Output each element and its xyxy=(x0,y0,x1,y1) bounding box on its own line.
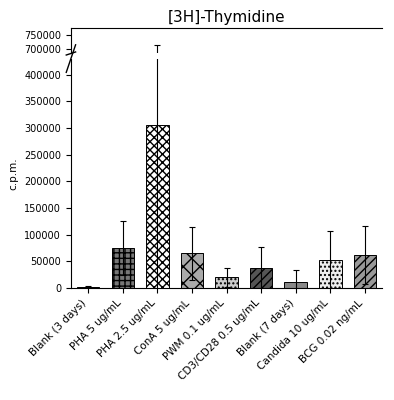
Y-axis label: c.p.m.: c.p.m. xyxy=(9,157,19,190)
Bar xyxy=(354,230,376,248)
Title: [3H]-Thymidine: [3H]-Thymidine xyxy=(168,10,285,26)
Bar xyxy=(215,277,238,288)
Bar xyxy=(319,233,342,248)
Bar xyxy=(112,248,134,288)
Bar xyxy=(250,268,272,288)
Bar xyxy=(284,282,307,288)
Bar xyxy=(77,247,99,248)
Bar xyxy=(215,242,238,248)
Bar xyxy=(146,161,169,248)
Bar xyxy=(181,229,203,248)
Bar xyxy=(181,253,203,288)
Bar xyxy=(146,125,169,288)
Bar xyxy=(319,260,342,288)
Bar xyxy=(77,287,99,288)
Bar xyxy=(354,255,376,288)
Bar xyxy=(284,244,307,248)
Bar xyxy=(112,226,134,248)
Bar xyxy=(250,237,272,248)
